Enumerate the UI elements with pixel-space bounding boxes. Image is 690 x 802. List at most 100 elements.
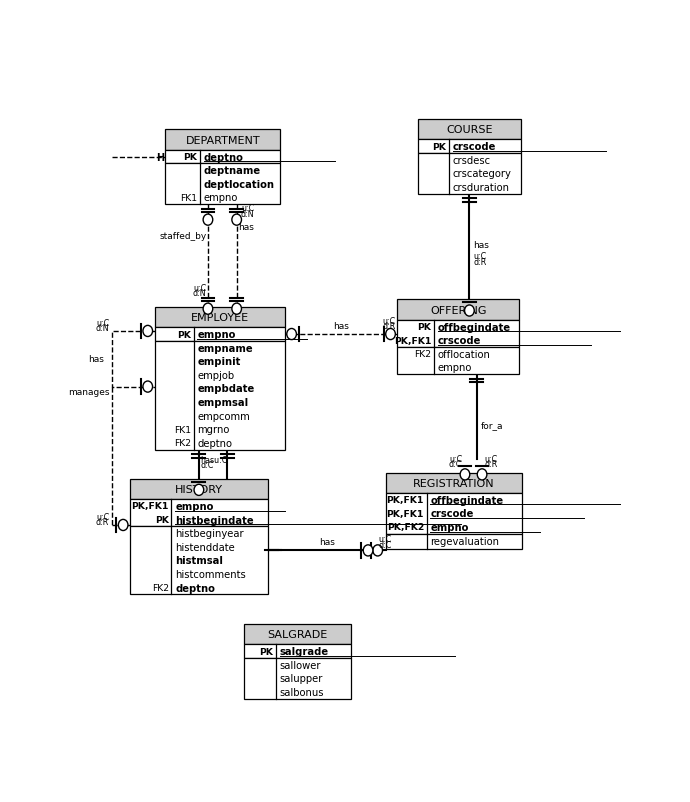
Text: offbegindate: offbegindate — [431, 495, 504, 505]
Text: manages: manages — [68, 387, 109, 396]
Circle shape — [203, 304, 213, 315]
Circle shape — [119, 520, 128, 531]
Text: has: has — [238, 223, 254, 232]
Bar — [418, 119, 521, 140]
Text: COURSE: COURSE — [446, 125, 493, 135]
Circle shape — [143, 326, 152, 337]
Bar — [397, 347, 520, 375]
Circle shape — [460, 469, 470, 480]
Text: empinit: empinit — [197, 357, 241, 367]
Text: sallower: sallower — [280, 660, 322, 670]
Text: SALGRADE: SALGRADE — [267, 630, 328, 639]
Text: d:C: d:C — [449, 460, 462, 468]
Circle shape — [203, 215, 213, 226]
Text: crscode: crscode — [431, 508, 474, 519]
Text: HISTORY: HISTORY — [175, 484, 223, 494]
Text: PK: PK — [184, 153, 197, 162]
Bar — [397, 321, 520, 347]
Text: salgrade: salgrade — [280, 646, 329, 656]
Circle shape — [232, 304, 241, 315]
Text: u:C: u:C — [383, 317, 396, 326]
Text: histbeginyear: histbeginyear — [175, 529, 244, 538]
Text: PK,FK1: PK,FK1 — [394, 336, 431, 346]
Text: has: has — [473, 241, 489, 250]
Bar — [166, 151, 280, 164]
Bar — [386, 493, 522, 534]
Text: FK2: FK2 — [152, 583, 169, 593]
Text: d:C: d:C — [379, 540, 392, 549]
Text: crsduration: crsduration — [453, 183, 509, 192]
Text: d:R: d:R — [473, 257, 486, 266]
Text: offlocation: offlocation — [437, 350, 491, 359]
Text: d:N: d:N — [193, 289, 206, 298]
Text: for_a: for_a — [480, 421, 503, 430]
Circle shape — [143, 382, 152, 393]
Text: empno: empno — [204, 193, 238, 203]
Text: u:C: u:C — [473, 252, 486, 261]
Circle shape — [386, 329, 395, 340]
Bar — [155, 342, 285, 450]
Text: histmsal: histmsal — [175, 556, 223, 565]
Text: regevaluation: regevaluation — [431, 536, 500, 546]
Text: deptlocation: deptlocation — [204, 180, 275, 189]
Bar — [244, 645, 351, 658]
Text: histbegindate: histbegindate — [175, 515, 254, 525]
Text: mgrno: mgrno — [197, 425, 230, 435]
Text: PK,FK1: PK,FK1 — [386, 496, 424, 504]
Text: empno: empno — [437, 363, 472, 373]
Text: PK: PK — [155, 516, 169, 525]
Text: histcomments: histcomments — [175, 569, 246, 579]
Text: salupper: salupper — [280, 674, 323, 683]
Text: crscategory: crscategory — [453, 169, 511, 179]
Text: u:C: u:C — [96, 512, 109, 521]
Text: deptno: deptno — [175, 583, 215, 593]
Text: FK2: FK2 — [414, 350, 431, 358]
Bar — [130, 527, 268, 594]
Circle shape — [373, 545, 382, 557]
Circle shape — [363, 545, 373, 557]
Text: crscode: crscode — [437, 336, 481, 346]
Text: PK,FK1: PK,FK1 — [131, 502, 169, 511]
Text: PK: PK — [417, 322, 431, 332]
Text: u:C: u:C — [241, 205, 254, 213]
Bar — [166, 130, 280, 151]
Text: u:C: u:C — [485, 454, 498, 464]
Bar — [155, 307, 285, 328]
Bar — [244, 658, 351, 699]
Bar — [166, 164, 280, 205]
Circle shape — [464, 306, 474, 317]
Text: OFFERING: OFFERING — [430, 306, 486, 315]
Text: crsdesc: crsdesc — [453, 156, 491, 165]
Text: FK1: FK1 — [174, 425, 191, 434]
Text: empno: empno — [197, 330, 236, 339]
Text: PK: PK — [177, 330, 191, 339]
Text: u:C: u:C — [449, 454, 462, 464]
Text: has: has — [333, 322, 349, 330]
Text: empbdate: empbdate — [197, 384, 255, 394]
Circle shape — [287, 329, 297, 340]
Text: has: has — [319, 537, 335, 546]
Text: empname: empname — [197, 343, 253, 353]
Text: histenddate: histenddate — [175, 542, 235, 552]
Text: deptname: deptname — [204, 166, 261, 176]
Bar — [397, 300, 520, 321]
Text: empjob: empjob — [197, 371, 235, 380]
Text: d:R: d:R — [96, 518, 109, 527]
Text: staffed_by: staffed_by — [159, 232, 206, 241]
Text: u:C: u:C — [193, 284, 206, 293]
Text: empno: empno — [431, 522, 469, 533]
Bar — [418, 140, 521, 154]
Text: empno: empno — [175, 501, 214, 512]
Text: u:C: u:C — [96, 318, 109, 327]
Text: has: has — [88, 354, 104, 364]
Text: EMPLOYEE: EMPLOYEE — [190, 313, 248, 322]
Circle shape — [194, 484, 204, 496]
Text: deptno: deptno — [204, 152, 244, 162]
Bar — [130, 500, 268, 527]
Text: d:N: d:N — [96, 324, 109, 333]
Text: REGISTRATION: REGISTRATION — [413, 478, 495, 488]
Bar — [386, 473, 522, 493]
Circle shape — [477, 469, 487, 480]
Text: deptno: deptno — [197, 439, 233, 448]
Text: salbonus: salbonus — [280, 687, 324, 697]
